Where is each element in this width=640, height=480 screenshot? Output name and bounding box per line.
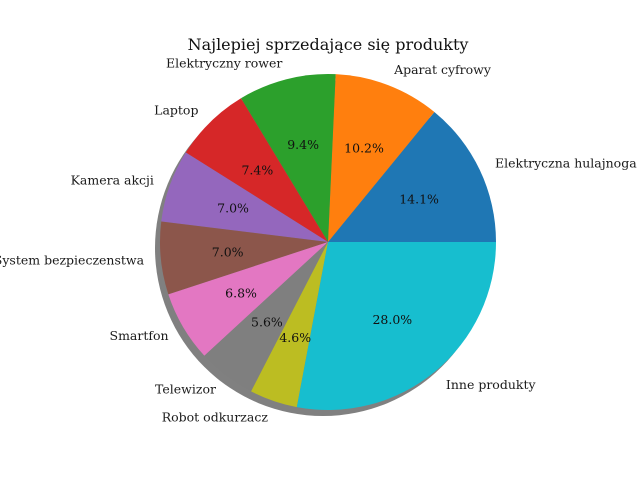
slice-telewizor [204,242,328,392]
percent-labels: 14.1% 10.2% 9.4% 7.4% 7.0% 7.0% 6.8% 5.6%4.6% 28… [212,137,439,345]
percent-label-aparat-cyfrowy: 10.2% [344,140,384,155]
slice-label-system-bezpieczenstwa: System bezpieczenstwa [0,252,145,267]
slice-system-bezpieczenstwa [160,221,328,295]
percent-label-laptop: 7.4% [241,163,273,178]
chart-title: Najlepiej sprzedające się produkty [188,35,469,54]
pie-slices [160,74,496,410]
percent-label-telewizor: 5.6% [251,315,283,330]
slice-inne-produkty [296,242,496,410]
slice-kamera-akcji [161,152,328,242]
slice-label-laptop: Laptop [154,103,198,118]
slice-smartfon [168,242,328,356]
percent-label-elektryczna-hulajnoga: 14.1% [399,191,439,206]
percent-label-kamera-akcji: 7.0% [217,201,249,216]
slice-label-elektryczny-rower: Elektryczny rower [166,55,282,70]
slice-robot-odkurzacz [251,242,328,408]
percent-label-smartfon: 6.8% [225,285,257,300]
slice-label-telewizor: Telewizor [155,381,216,396]
slice-aparat-cyfrowy [328,74,435,243]
slice-label-aparat-cyfrowy: Aparat cyfrowy [393,62,492,77]
slice-label-inne-produkty: Inne produkty [446,377,537,392]
slice-label-kamera-akcji: Kamera akcji [71,173,154,188]
slice-elektryczny-rower [240,74,336,242]
slice-elektryczna-hulajnoga [328,111,496,242]
slice-label-smartfon: Smartfon [110,328,169,343]
slice-label-elektryczna-hulajnoga: Elektryczna hulajnoga [495,155,637,170]
slice-label-robot-odkurzacz: Robot odkurzacz [162,409,269,424]
percent-label-elektryczny-rower: 9.4% [287,137,319,152]
percent-label-system-bezpieczenstwa: 7.0% [212,244,244,259]
percent-label-inne-produkty: 28.0% [372,312,412,327]
percent-label-robot-odkurzacz: 4.6% [279,330,311,345]
slice-labels: Elektryczna hulajnoga Aparat cyfrowy Elekt… [0,55,637,424]
slice-laptop [185,98,328,242]
